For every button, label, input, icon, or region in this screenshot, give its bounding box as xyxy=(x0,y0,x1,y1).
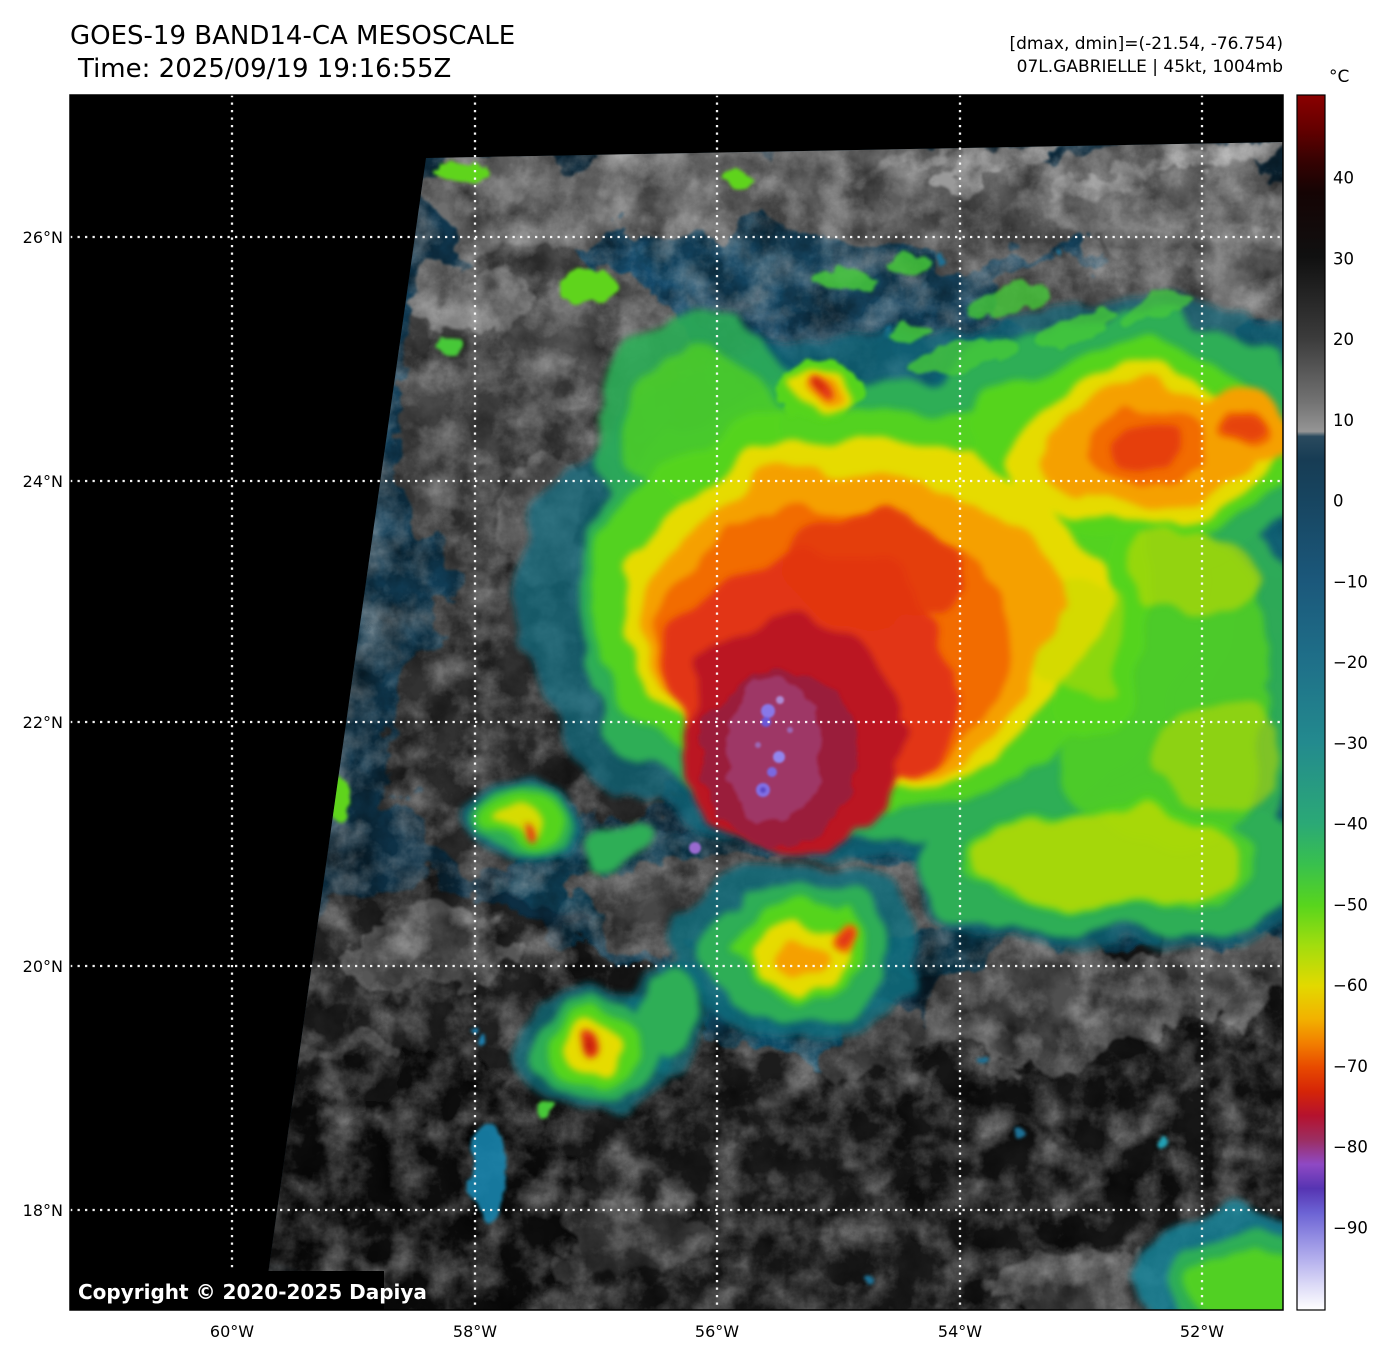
small-green-cells-layer xyxy=(326,161,1194,1120)
dmax-dmin-annotation: [dmax, dmin]=(-21.54, -76.754) xyxy=(1010,34,1284,54)
longitude-axis-labels: 60°W 58°W 56°W 54°W 52°W xyxy=(210,1322,1224,1341)
lon-label-60w: 60°W xyxy=(210,1322,254,1341)
colorbar-tick-label: −10 xyxy=(1333,572,1368,591)
lon-label-58w: 58°W xyxy=(453,1322,497,1341)
lat-label-18n: 18°N xyxy=(23,1201,63,1220)
copyright-badge xyxy=(70,1271,384,1310)
latitude-axis-labels: 26°N 24°N 22°N 20°N 18°N xyxy=(23,228,63,1220)
colorbar-tick-label: −70 xyxy=(1333,1057,1368,1076)
lat-label-26n: 26°N xyxy=(23,228,63,247)
colorbar-tick-label: −40 xyxy=(1333,815,1368,834)
colorbar-tick-label: 30 xyxy=(1333,249,1354,268)
lon-label-52w: 52°W xyxy=(1180,1322,1224,1341)
colorbar-tick-label: −30 xyxy=(1333,734,1368,753)
colorbar-tick-label: 40 xyxy=(1333,169,1354,188)
copyright-text: Copyright © 2020-2025 Dapiya xyxy=(78,1280,427,1304)
lat-label-24n: 24°N xyxy=(23,472,63,491)
cyan-specks-layer xyxy=(469,246,1169,1285)
colorbar-tick-label: 0 xyxy=(1333,492,1344,511)
colorbar xyxy=(1296,94,1326,1311)
lat-label-20n: 20°N xyxy=(23,957,63,976)
colorbar-tick-label: −60 xyxy=(1333,976,1368,995)
scan-swath xyxy=(263,142,1283,1310)
lat-label-22n: 22°N xyxy=(23,713,63,732)
overshoot-purple-speckles xyxy=(689,696,793,854)
map-area: Copyright © 2020-2025 Dapiya xyxy=(70,95,1283,1310)
colorbar-tick-label: −90 xyxy=(1333,1219,1368,1238)
storm-info-annotation: 07L.GABRIELLE | 45kt, 1004mb xyxy=(1017,57,1283,77)
graticule-gridlines xyxy=(70,95,1283,1310)
colorbar-tick-label: 20 xyxy=(1333,330,1354,349)
lon-label-54w: 54°W xyxy=(938,1322,982,1341)
colorbar-tick-labels: 40 30 20 10 0 −10 −20 −30 −40 −50 −60 −70 −80 −90 xyxy=(1333,169,1368,1238)
colorbar-tick-label: −50 xyxy=(1333,895,1368,914)
colorbar-tick-label: −80 xyxy=(1333,1138,1368,1157)
figure-title: GOES-19 BAND14-CA MESOSCALE xyxy=(70,21,515,51)
figure-timestamp: Time: 2025/09/19 19:16:55Z xyxy=(77,54,451,84)
colorbar-tick-label: 10 xyxy=(1333,411,1354,430)
map-frame xyxy=(69,94,1284,1311)
colorbar-unit-label: °C xyxy=(1329,67,1349,87)
lon-label-56w: 56°W xyxy=(695,1322,739,1341)
colorbar-tick-label: −20 xyxy=(1333,653,1368,672)
